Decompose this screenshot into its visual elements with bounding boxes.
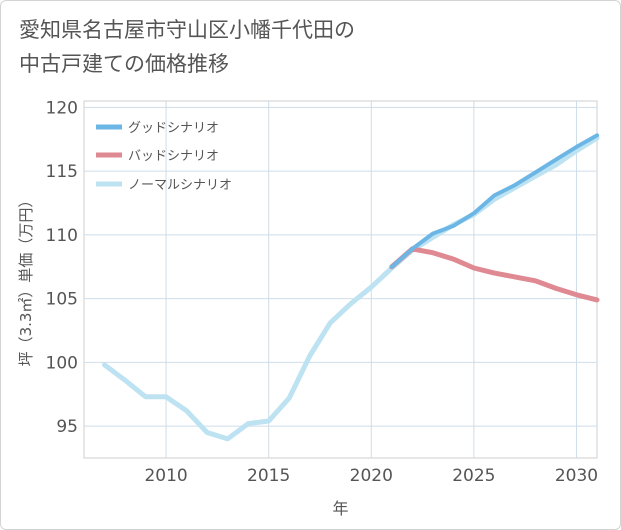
x-tick-label-2010: 2010 [144,466,187,486]
legend-label-good: グッドシナリオ [128,121,219,136]
legend-label-normal: ノーマルシナリオ [128,178,232,193]
chart-title-line2: 中古戸建ての価格推移 [19,52,229,76]
chart-title: 愛知県名古屋市守山区小幡千代田の 中古戸建ての価格推移 [19,13,355,81]
chart-title-line1: 愛知県名古屋市守山区小幡千代田の [19,18,355,42]
legend-label-bad: バッドシナリオ [128,149,219,164]
x-tick-label-2020: 2020 [350,466,393,486]
series-line-good [389,133,599,269]
y-tick-label-105: 105 [46,290,78,310]
series-line-normal [102,135,600,442]
y-tick-label-120: 120 [46,98,78,118]
y-tick-label-100: 100 [46,353,78,373]
x-axis-title: 年 [332,499,348,518]
x-tick-label-2025: 2025 [452,466,495,486]
x-tick-label-2015: 2015 [247,466,290,486]
y-tick-label-115: 115 [46,162,78,182]
y-axis-title: 坪（3.3㎡）単価（万円） [17,193,35,367]
series-line-bad [389,246,600,303]
y-tick-label-95: 95 [56,417,78,437]
x-tick-label-2030: 2030 [555,466,598,486]
y-tick-label-110: 110 [46,226,78,246]
